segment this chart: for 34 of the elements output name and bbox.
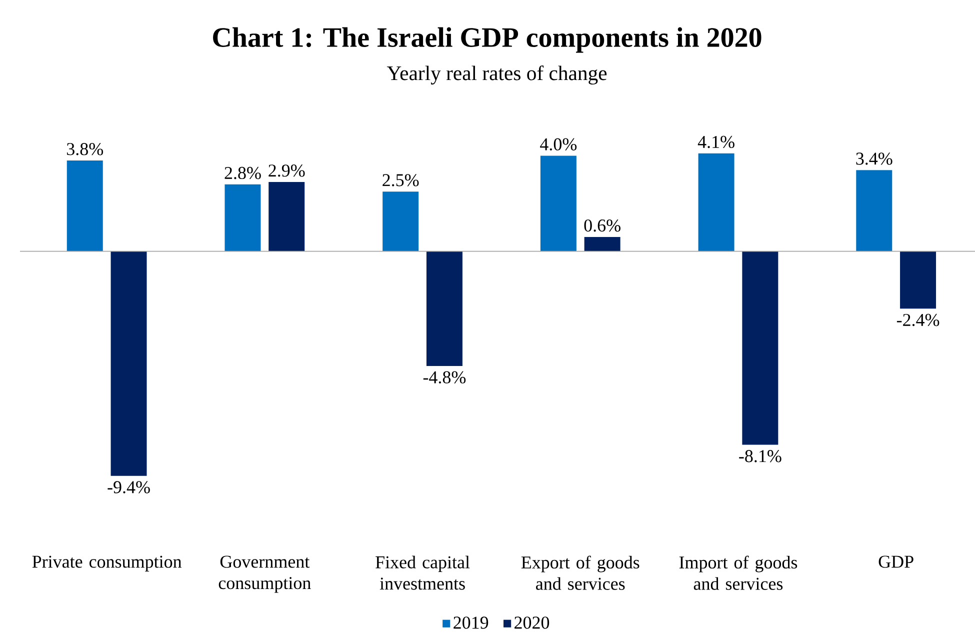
legend-label: 2020 — [514, 616, 550, 629]
x-tick-label: Private consumption — [32, 556, 182, 572]
bar — [426, 251, 462, 366]
bar — [584, 236, 620, 252]
bar — [110, 251, 147, 476]
bar — [698, 153, 734, 252]
data-label: 3.8% — [66, 143, 104, 156]
x-tick-label: GDP — [878, 556, 914, 568]
bar — [540, 156, 576, 252]
data-label: -4.8% — [423, 371, 466, 384]
x-tick-label: Import of goods and services — [679, 556, 798, 590]
x-tick-label: Export of goods and services — [521, 556, 640, 590]
bar — [66, 160, 103, 252]
data-label: 3.4% — [856, 152, 892, 165]
bar — [900, 251, 936, 309]
x-tick-label: Fixed capital investments — [376, 556, 470, 590]
chart-title: Chart 1: The Israeli GDP components in 2020 — [213, 27, 762, 53]
bar — [224, 184, 261, 252]
bar — [382, 192, 419, 252]
legend-label: 2019 — [454, 616, 488, 629]
bar — [268, 182, 305, 252]
data-label: 2.8% — [224, 166, 261, 180]
data-label: -2.4% — [896, 314, 940, 326]
bar — [856, 170, 892, 252]
data-label: 4.1% — [698, 136, 734, 148]
data-label: -9.4% — [108, 481, 150, 494]
bar — [742, 251, 778, 445]
x-tick-label: Government consumption — [218, 556, 311, 593]
data-label: 0.6% — [584, 219, 620, 232]
data-label: 2.5% — [382, 174, 419, 186]
chart-subtitle: Yearly real rates of change — [386, 65, 607, 84]
data-label: 2.9% — [268, 164, 305, 177]
data-label: 4.0% — [540, 138, 577, 150]
data-label: -8.1% — [739, 450, 782, 462]
